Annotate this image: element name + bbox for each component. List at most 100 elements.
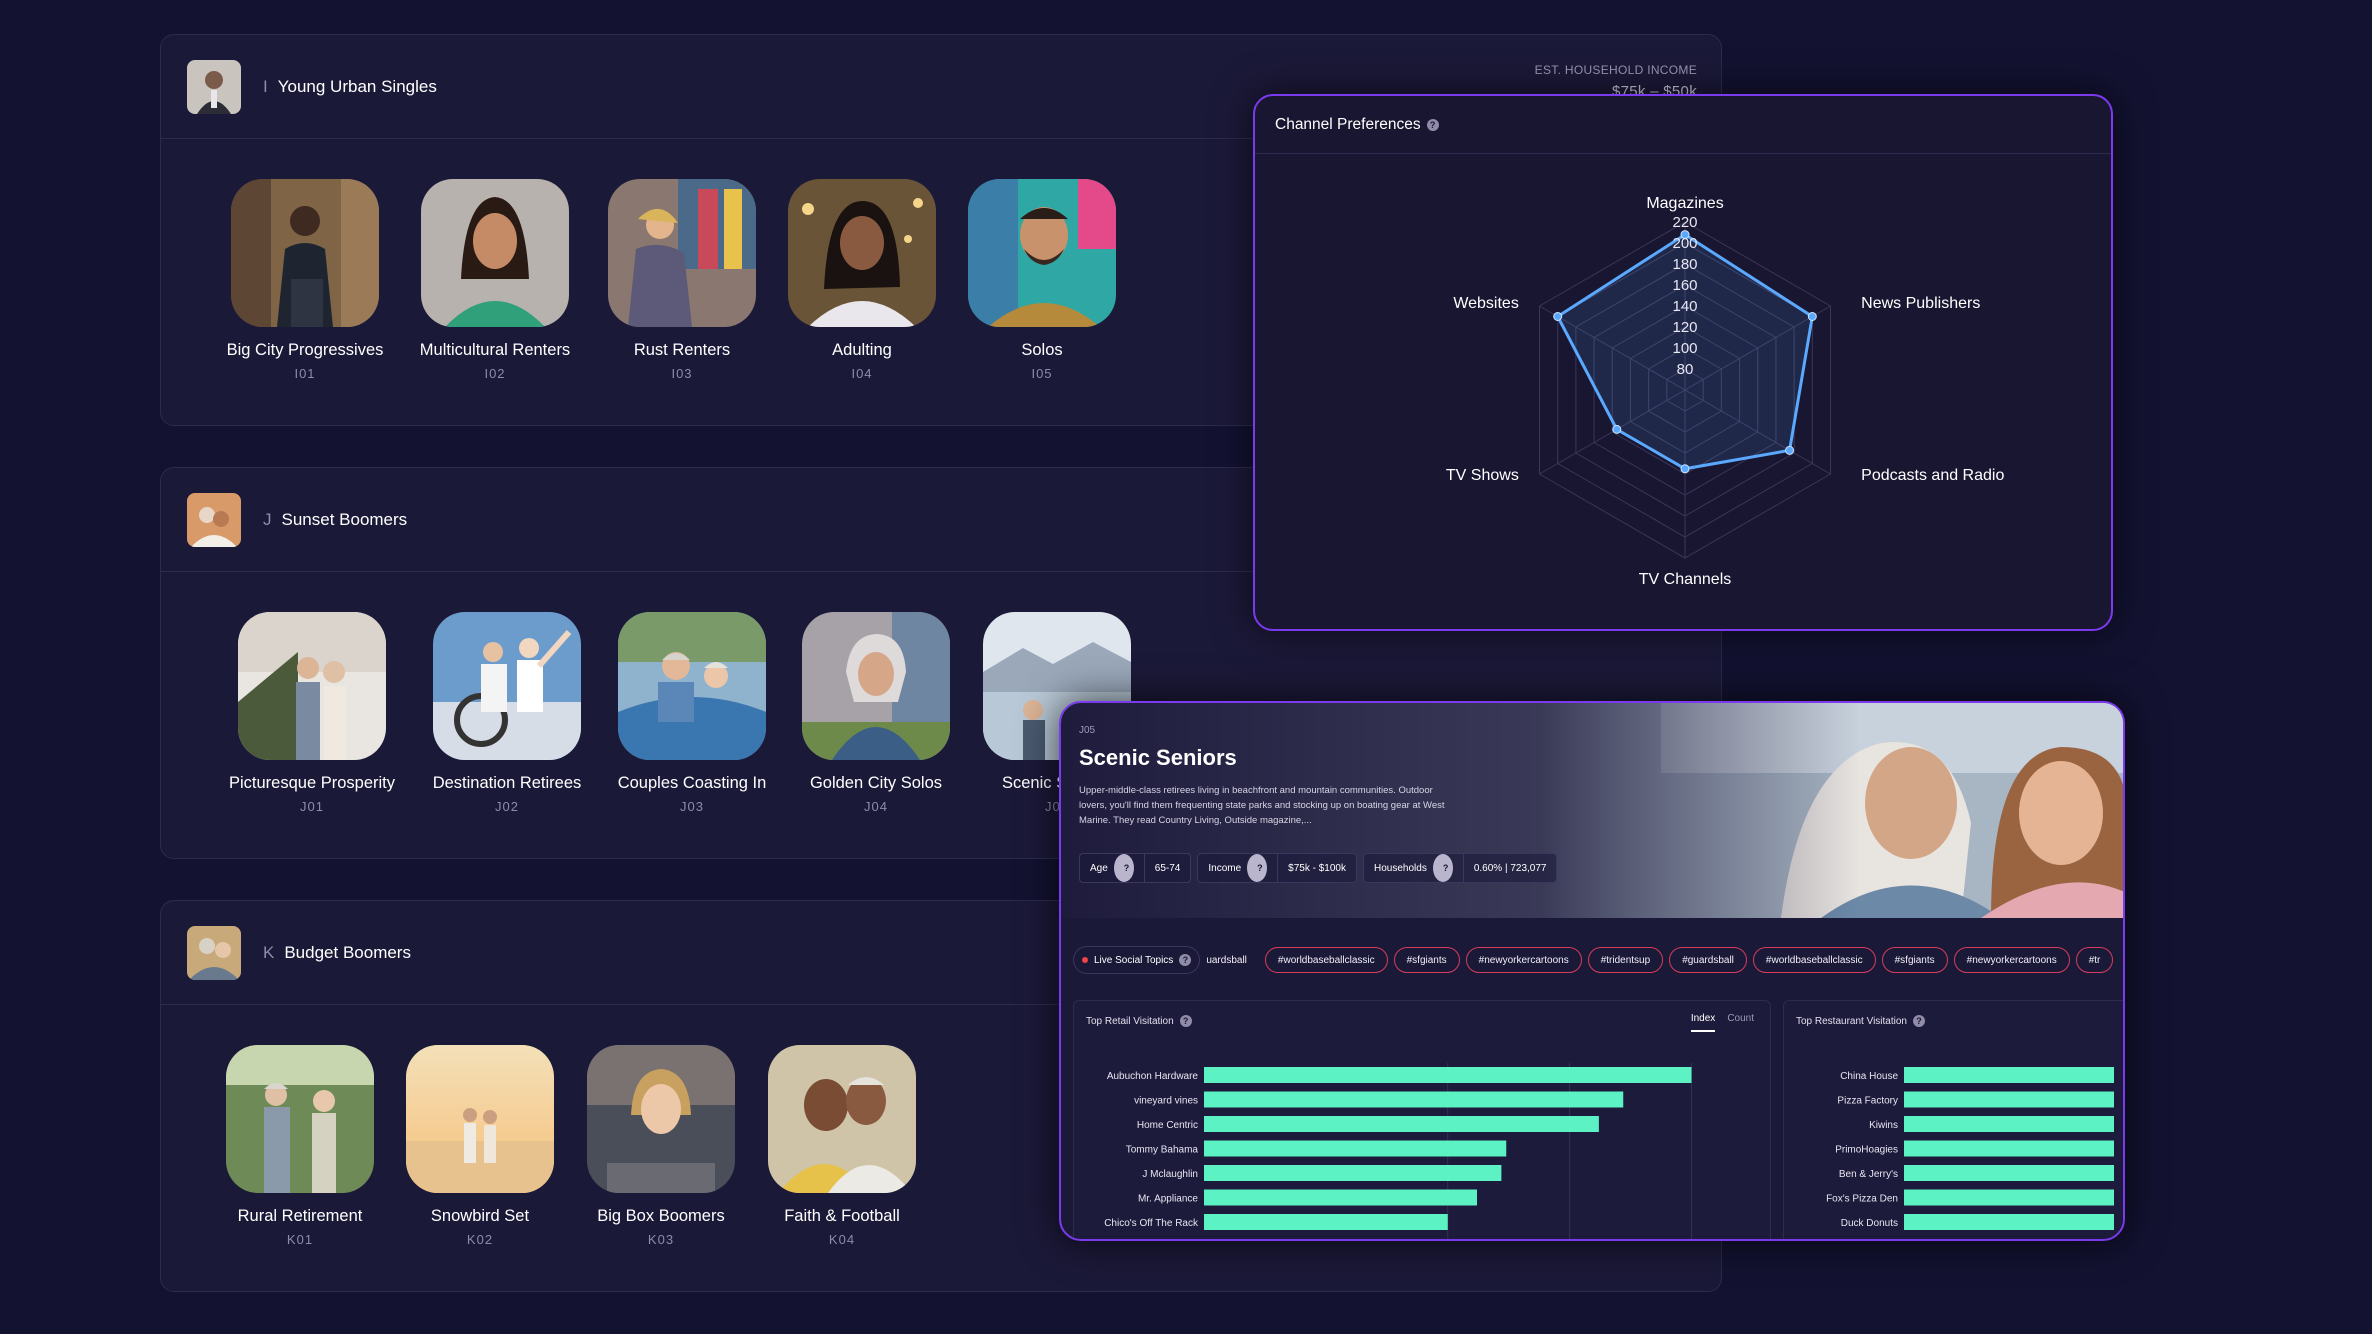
live-social-text: Live Social Topics bbox=[1094, 954, 1174, 966]
bar-category-label: J Mclaughlin bbox=[1142, 1169, 1198, 1180]
radar-axis-line bbox=[1539, 305, 1686, 391]
persona-title: Scenic Seniors bbox=[1079, 745, 1237, 770]
persona-image bbox=[238, 612, 386, 760]
persona-code: I05 bbox=[1031, 366, 1053, 381]
help-icon[interactable]: ? bbox=[1913, 1015, 1925, 1027]
help-icon[interactable]: ? bbox=[1432, 854, 1453, 882]
topic-tag[interactable]: #sfgiants bbox=[1393, 947, 1460, 973]
persona-name: Adulting bbox=[832, 341, 892, 359]
persona-card-j04[interactable]: Golden City Solos J04 bbox=[776, 612, 976, 814]
help-icon[interactable]: ? bbox=[1179, 954, 1192, 966]
bar-category-label: Kiwins bbox=[1869, 1120, 1898, 1131]
persona-image bbox=[226, 1045, 374, 1193]
topic-tag[interactable]: #newyorkercartoons bbox=[1465, 947, 1582, 973]
group-thumbnail bbox=[187, 492, 241, 547]
bar-category-label: China House bbox=[1840, 1071, 1898, 1082]
bar-category-label: Aubuchon Hardware bbox=[1107, 1071, 1199, 1082]
topic-tag[interactable]: #newyorkercartoons bbox=[1953, 947, 2070, 973]
topic-tag[interactable]: #tr bbox=[2075, 947, 2114, 973]
radar-tick-label: 220 bbox=[1672, 214, 1697, 231]
radar-category-label: News Publishers bbox=[1861, 295, 1980, 312]
persona-image bbox=[587, 1045, 735, 1193]
group-letter: I bbox=[263, 76, 268, 96]
persona-card-i05[interactable]: Solos I05 bbox=[942, 179, 1142, 381]
persona-name: Solos bbox=[1021, 341, 1063, 359]
radar-tick-label: 80 bbox=[1677, 361, 1694, 378]
income-label: EST. HOUSEHOLD INCOME bbox=[1534, 63, 1697, 77]
bar-category-label: Home Centric bbox=[1137, 1120, 1198, 1131]
persona-code: I02 bbox=[484, 366, 506, 381]
persona-code: J04 bbox=[864, 799, 888, 814]
group-header[interactable]: K Budget Boomers bbox=[161, 901, 1721, 1005]
hero-photo bbox=[1061, 703, 2123, 918]
persona-name: Big Box Boomers bbox=[597, 1207, 725, 1225]
persona-code: K04 bbox=[828, 1232, 856, 1247]
persona-code: I04 bbox=[851, 366, 873, 381]
persona-code: J02 bbox=[495, 799, 519, 814]
persona-image bbox=[788, 179, 936, 327]
radar-tick-label: 160 bbox=[1672, 277, 1697, 294]
persona-image bbox=[231, 179, 379, 327]
topic-tag[interactable]: #worldbaseballclassic bbox=[1264, 947, 1388, 973]
bar bbox=[1904, 1091, 2114, 1108]
bar bbox=[1204, 1214, 1448, 1230]
persona-description: Upper-middle-class retirees living in be… bbox=[1079, 785, 1445, 826]
persona-image bbox=[802, 612, 950, 760]
group-header[interactable]: J Sunset Boomers bbox=[161, 468, 1721, 572]
persona-card-i04[interactable]: Adulting I04 bbox=[762, 179, 962, 381]
bar bbox=[1204, 1067, 1692, 1083]
persona-image bbox=[421, 179, 569, 327]
group-header[interactable]: I Young Urban Singles bbox=[161, 35, 1721, 139]
persona-card-i03[interactable]: Rust Renters I03 bbox=[582, 179, 782, 381]
persona-name: Big City Progressives bbox=[226, 341, 384, 359]
topic-tag[interactable]: uardsball bbox=[1206, 954, 1247, 966]
tab-count[interactable]: Count bbox=[1727, 1013, 1754, 1024]
persona-list: Rural Retirement K01 Snowbird Set K02 Bi… bbox=[161, 1005, 1721, 1285]
radar-tick-label: 200 bbox=[1672, 235, 1697, 252]
persona-card-k04[interactable]: Faith & Football K04 bbox=[742, 1045, 942, 1247]
bar bbox=[1904, 1116, 2114, 1132]
persona-code: K01 bbox=[286, 1232, 314, 1247]
persona-card-j02[interactable]: Destination Retirees J02 bbox=[407, 612, 607, 814]
help-icon[interactable]: ? bbox=[1179, 1015, 1192, 1027]
hero-banner: J05 Scenic Seniors Upper-middle-class re… bbox=[1061, 703, 2123, 918]
group-title: Budget Boomers bbox=[284, 942, 411, 962]
help-icon[interactable]: ? bbox=[1113, 854, 1134, 882]
persona-card-k01[interactable]: Rural Retirement K01 bbox=[200, 1045, 400, 1247]
bar bbox=[1204, 1165, 1502, 1181]
persona-card-i02[interactable]: Multicultural Renters I02 bbox=[395, 179, 595, 381]
group-card-budget-boomers: K Budget Boomers Rural Retirement K01 Sn… bbox=[160, 900, 1722, 1292]
stat-label: Households bbox=[1374, 862, 1427, 874]
topic-tag[interactable]: #tridentsup bbox=[1587, 947, 1664, 973]
help-icon[interactable]: ? bbox=[1247, 854, 1268, 882]
radar-point bbox=[1680, 230, 1690, 240]
persona-card-i01[interactable]: Big City Progressives I01 bbox=[205, 179, 405, 381]
persona-name: Rust Renters bbox=[633, 341, 731, 359]
persona-image bbox=[608, 179, 756, 327]
stat-value: 0.60% | 723,077 bbox=[1473, 862, 1547, 874]
persona-stats: Age? 65-74 Income? $75k - $100k Househol… bbox=[1079, 853, 1558, 883]
group-title: Young Urban Singles bbox=[277, 76, 437, 96]
radar-point bbox=[1612, 424, 1622, 434]
persona-card-j03[interactable]: Couples Coasting In J03 bbox=[592, 612, 792, 814]
help-icon[interactable]: ? bbox=[1426, 118, 1439, 131]
persona-name: Picturesque Prosperity bbox=[229, 774, 395, 792]
group-letter: K bbox=[263, 942, 275, 962]
panel-title: Top Retail Visitation? bbox=[1086, 1015, 1192, 1027]
group-thumbnail bbox=[187, 59, 241, 114]
radar-point bbox=[1680, 464, 1690, 474]
persona-card-j01[interactable]: Picturesque Prosperity J01 bbox=[212, 612, 412, 814]
topic-tag[interactable]: #sfgiants bbox=[1881, 947, 1948, 973]
topic-tag[interactable]: #guardsball bbox=[1669, 947, 1747, 973]
live-dot-icon bbox=[1082, 957, 1088, 963]
stat-households: Households? 0.60% | 723,077 bbox=[1363, 853, 1558, 883]
topic-tag[interactable]: #worldbaseballclassic bbox=[1752, 947, 1876, 973]
persona-card-k03[interactable]: Big Box Boomers K03 bbox=[561, 1045, 761, 1247]
panel-title: Top Restaurant Visitation? bbox=[1796, 1015, 1925, 1027]
channel-preferences-card: Channel Preferences ? 80 100 120 140 160 180 2… bbox=[1253, 94, 2113, 631]
stat-value: $75k - $100k bbox=[1288, 862, 1346, 874]
bar-category-label: Pizza Factory bbox=[1837, 1096, 1898, 1107]
persona-card-k02[interactable]: Snowbird Set K02 bbox=[380, 1045, 580, 1247]
tab-index[interactable]: Index bbox=[1690, 1013, 1716, 1032]
